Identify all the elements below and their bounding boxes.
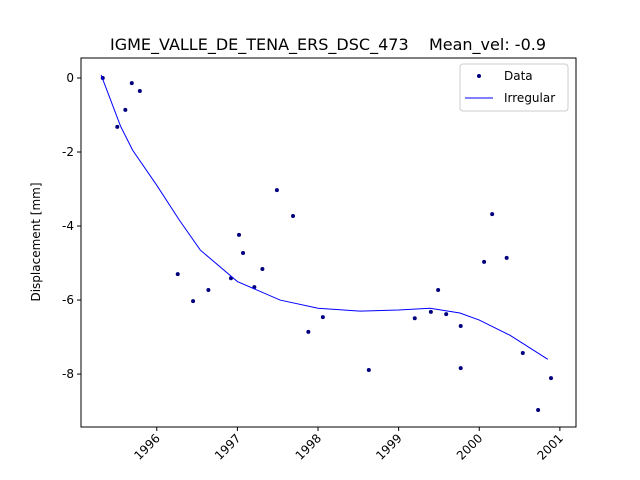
fit-line [100, 74, 549, 360]
data-point [412, 316, 417, 321]
data-point [237, 232, 242, 237]
y-tick-label: -8 [62, 367, 74, 381]
data-point [490, 212, 495, 217]
data-point [520, 350, 525, 355]
data-point [241, 251, 246, 256]
data-point [306, 329, 311, 334]
data-point [549, 376, 554, 381]
data-point [458, 323, 463, 328]
data-point [366, 368, 371, 373]
data-point [206, 288, 211, 293]
legend-label: Irregular [504, 91, 555, 105]
data-point [291, 214, 296, 219]
data-point [129, 81, 134, 86]
legend-label: Data [504, 69, 533, 83]
legend-marker [477, 74, 481, 78]
y-tick-label: -2 [62, 145, 74, 159]
axes-frame [80, 57, 577, 428]
data-point [458, 366, 463, 371]
data-point [260, 266, 265, 271]
legend-box [459, 63, 569, 112]
data-point [274, 188, 279, 193]
y-tick-label: -6 [62, 293, 74, 307]
data-point [504, 255, 509, 260]
data-point [444, 312, 449, 317]
y-tick-label: 0 [66, 71, 74, 85]
data-point [482, 259, 487, 264]
data-point [436, 288, 441, 293]
data-point [536, 407, 541, 412]
data-point [320, 315, 325, 320]
data-point [115, 124, 120, 129]
y-axis-label: Displacement [mm] [29, 182, 43, 301]
data-point [191, 299, 196, 304]
chart-title: IGME_VALLE_DE_TENA_ERS_DSC_473 Mean_vel:… [110, 35, 546, 55]
y-tick-label: -4 [62, 219, 74, 233]
data-point [123, 107, 128, 112]
data-point [428, 309, 433, 314]
data-point [137, 88, 142, 93]
data-point [175, 272, 180, 277]
